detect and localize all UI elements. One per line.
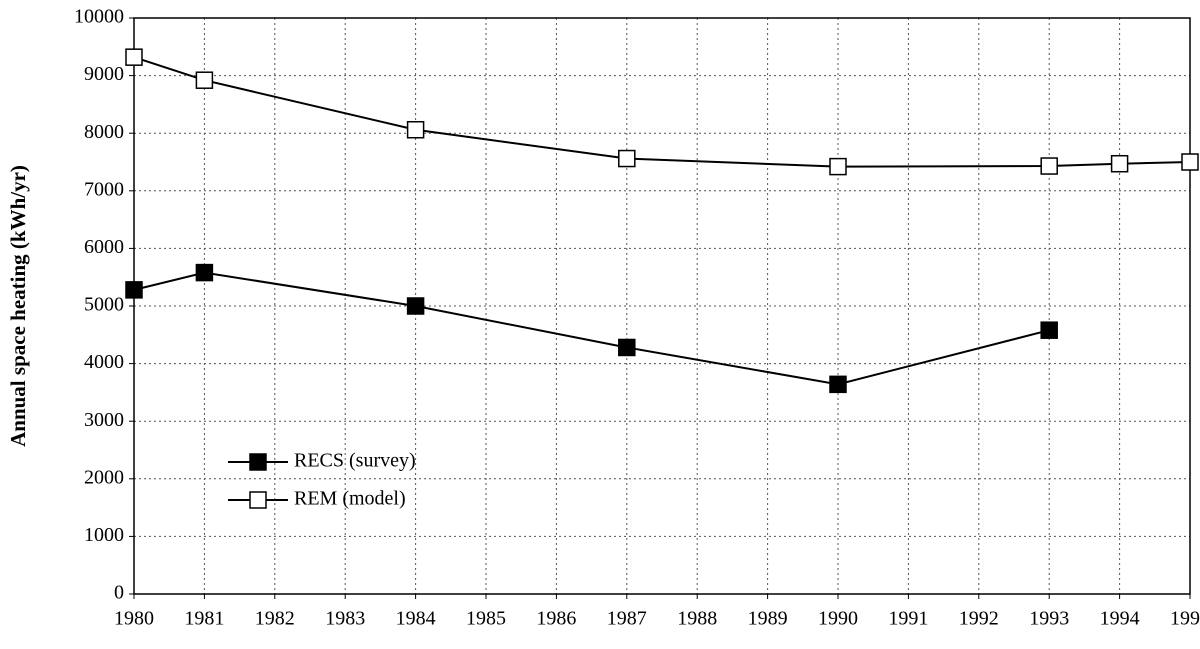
y-tick-label: 0 xyxy=(114,582,124,604)
y-tick-label: 8000 xyxy=(84,121,124,143)
y-tick-label: 3000 xyxy=(84,409,124,431)
x-tick-label: 1990 xyxy=(818,608,858,630)
x-tick-label: 1991 xyxy=(888,608,928,630)
point xyxy=(125,281,143,299)
y-tick-label: 1000 xyxy=(84,524,124,546)
x-tick-label: 1993 xyxy=(1029,608,1069,630)
series-line xyxy=(133,56,1191,168)
y-tick-label: 6000 xyxy=(84,236,124,258)
point xyxy=(1040,321,1058,339)
point xyxy=(618,149,636,168)
y-tick-label: 4000 xyxy=(84,351,124,373)
point xyxy=(829,157,847,176)
plot-frame xyxy=(133,17,1191,595)
x-tick-label: 1992 xyxy=(959,608,999,630)
x-tick-label: 1984 xyxy=(396,608,436,630)
x-tick-label: 1989 xyxy=(748,608,788,630)
x-tick-label: 1988 xyxy=(677,608,717,630)
legend-label: RECS (survey) xyxy=(294,450,416,472)
point xyxy=(125,48,143,66)
y-tick-label: 5000 xyxy=(84,294,124,316)
legend-marker xyxy=(249,491,267,509)
point xyxy=(1110,154,1129,173)
point xyxy=(406,120,425,139)
x-tick-label: 1983 xyxy=(325,608,365,630)
x-tick-label: 1980 xyxy=(114,608,154,630)
point xyxy=(406,297,425,315)
x-tick-label: 1994 xyxy=(1100,608,1140,630)
y-tick-label: 2000 xyxy=(84,466,124,488)
x-tick-label: 1985 xyxy=(466,608,506,630)
point xyxy=(1040,157,1058,175)
y-tick-label: 9000 xyxy=(84,63,124,85)
legend-marker xyxy=(249,453,267,471)
point xyxy=(829,375,847,394)
series-line xyxy=(133,271,1050,386)
x-tick-label: 1981 xyxy=(184,608,224,630)
legend-label: REM (model) xyxy=(294,488,406,510)
y-tick-label: 7000 xyxy=(84,178,124,200)
point xyxy=(1181,153,1199,171)
y-axis-label: Annual space heating (kWh/yr) xyxy=(6,165,30,447)
x-tick-label: 1995 xyxy=(1170,608,1200,630)
point xyxy=(195,263,214,282)
x-tick-label: 1982 xyxy=(255,608,295,630)
x-tick-label: 1987 xyxy=(607,608,647,630)
point xyxy=(195,71,214,89)
point xyxy=(618,338,636,357)
y-tick-label: 10000 xyxy=(74,6,124,28)
x-tick-label: 1986 xyxy=(536,608,576,630)
